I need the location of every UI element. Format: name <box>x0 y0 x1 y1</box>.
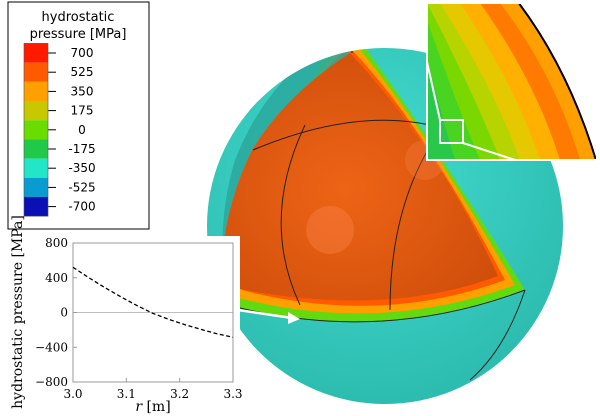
legend-colorbar-outline <box>23 43 49 217</box>
legend-title-line2: pressure [MPa] <box>30 27 127 42</box>
inset-band <box>427 60 455 160</box>
core-highlight <box>306 206 354 254</box>
y-tick-label: 400 <box>45 271 68 285</box>
legend-swatch <box>24 81 48 101</box>
legend-swatch <box>24 158 48 178</box>
plot-background <box>30 236 240 416</box>
inset-outside <box>520 3 597 160</box>
cut-face-left-shade <box>220 48 352 305</box>
y-tick-label: 800 <box>45 236 68 250</box>
legend-title-line1: hydrostatic <box>42 10 115 25</box>
y-tick-label: −800 <box>35 375 68 389</box>
legend-label: 175 <box>71 104 94 118</box>
legend-swatch <box>24 120 48 140</box>
arrow-shaft <box>237 308 293 320</box>
legend-label: 525 <box>71 65 94 79</box>
x-axis-var: r <box>135 399 143 415</box>
legend-swatches: 700 525 350 175 0 -175 -350 -525 -700 <box>23 43 96 217</box>
mesh-line <box>469 289 526 381</box>
x-tick-label: 3.3 <box>223 387 242 401</box>
sphere-core <box>220 53 498 301</box>
x-axis-unit: [m] <box>142 399 171 415</box>
radial-arrow <box>237 308 300 324</box>
zoom-inset <box>426 2 598 161</box>
legend-label: -525 <box>68 180 95 194</box>
color-legend: hydrostatic pressure [MPa] 700 525 350 175 0… <box>7 1 150 230</box>
legend-label: -700 <box>68 200 95 214</box>
zoom-region-box <box>439 119 464 144</box>
legend-label: -350 <box>68 161 95 175</box>
legend-swatch <box>24 197 48 217</box>
plot-ticks: 3.0 3.1 3.2 3.3 800 400 0 −400 −800 <box>35 236 243 401</box>
y-axis-label: hydrostatic pressure [MPa] <box>10 215 26 409</box>
zoom-connector <box>462 142 516 161</box>
legend-swatch <box>24 101 48 121</box>
x-axis-label: r [m] <box>135 399 170 415</box>
mesh-line <box>252 119 443 151</box>
x-tick-label: 3.1 <box>117 387 136 401</box>
zoom-connector <box>426 61 441 121</box>
y-tick-label: −400 <box>35 340 68 354</box>
x-tick-label: 3.0 <box>63 387 82 401</box>
legend-swatch <box>24 43 48 63</box>
legend-label: 700 <box>71 46 94 60</box>
mesh-line <box>280 124 306 306</box>
arrow-head <box>288 312 300 324</box>
legend-swatch <box>24 139 48 159</box>
y-tick-label: 0 <box>60 306 68 320</box>
legend-label: 0 <box>78 123 86 137</box>
legend-swatch <box>24 177 48 197</box>
legend-label: 350 <box>71 84 94 98</box>
pressure-plot: 3.0 3.1 3.2 3.3 800 400 0 −400 −800 hydrostatic … <box>10 215 243 416</box>
legend-label: -175 <box>68 142 95 156</box>
pressure-series-line <box>72 266 234 338</box>
x-tick-label: 3.2 <box>170 387 189 401</box>
legend-swatch <box>24 62 48 82</box>
